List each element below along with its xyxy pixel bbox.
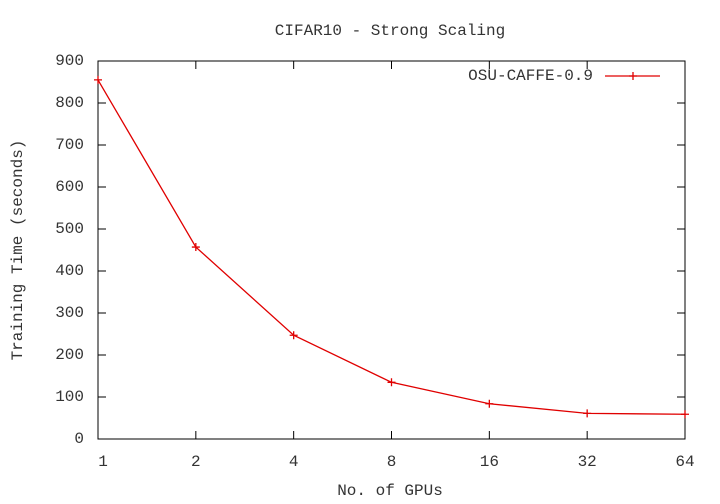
point-marker bbox=[583, 409, 592, 418]
x-tick-label: 1 bbox=[98, 453, 108, 471]
x-tick-label: 32 bbox=[578, 453, 597, 471]
y-tick-label: 900 bbox=[55, 52, 84, 70]
legend-label: OSU-CAFFE-0.9 bbox=[468, 67, 593, 85]
x-tick-label: 16 bbox=[480, 453, 499, 471]
y-axis-label: Training Time (seconds) bbox=[9, 140, 27, 361]
point-marker bbox=[681, 410, 689, 419]
y-tick-label: 600 bbox=[55, 178, 84, 196]
x-axis-label: No. of GPUs bbox=[337, 482, 443, 500]
y-tick-label: 300 bbox=[55, 304, 84, 322]
chart-title: CIFAR10 - Strong Scaling bbox=[275, 22, 505, 40]
point-marker bbox=[289, 331, 298, 340]
point-marker bbox=[94, 75, 102, 84]
y-tick-label: 200 bbox=[55, 346, 84, 364]
y-tick-label: 500 bbox=[55, 220, 84, 238]
x-tick-label: 64 bbox=[675, 453, 694, 471]
point-marker bbox=[387, 378, 396, 387]
y-tick-label: 400 bbox=[55, 262, 84, 280]
y-tick-label: 800 bbox=[55, 94, 84, 112]
x-tick-label: 8 bbox=[387, 453, 397, 471]
x-tick-label: 2 bbox=[191, 453, 201, 471]
y-tick-label: 0 bbox=[74, 430, 84, 448]
point-marker bbox=[191, 243, 200, 252]
legend-marker bbox=[629, 72, 637, 80]
series-line bbox=[97, 79, 686, 415]
y-tick-label: 100 bbox=[55, 388, 84, 406]
x-tick-label: 4 bbox=[289, 453, 299, 471]
y-tick-label: 700 bbox=[55, 136, 84, 154]
point-marker bbox=[485, 399, 494, 408]
